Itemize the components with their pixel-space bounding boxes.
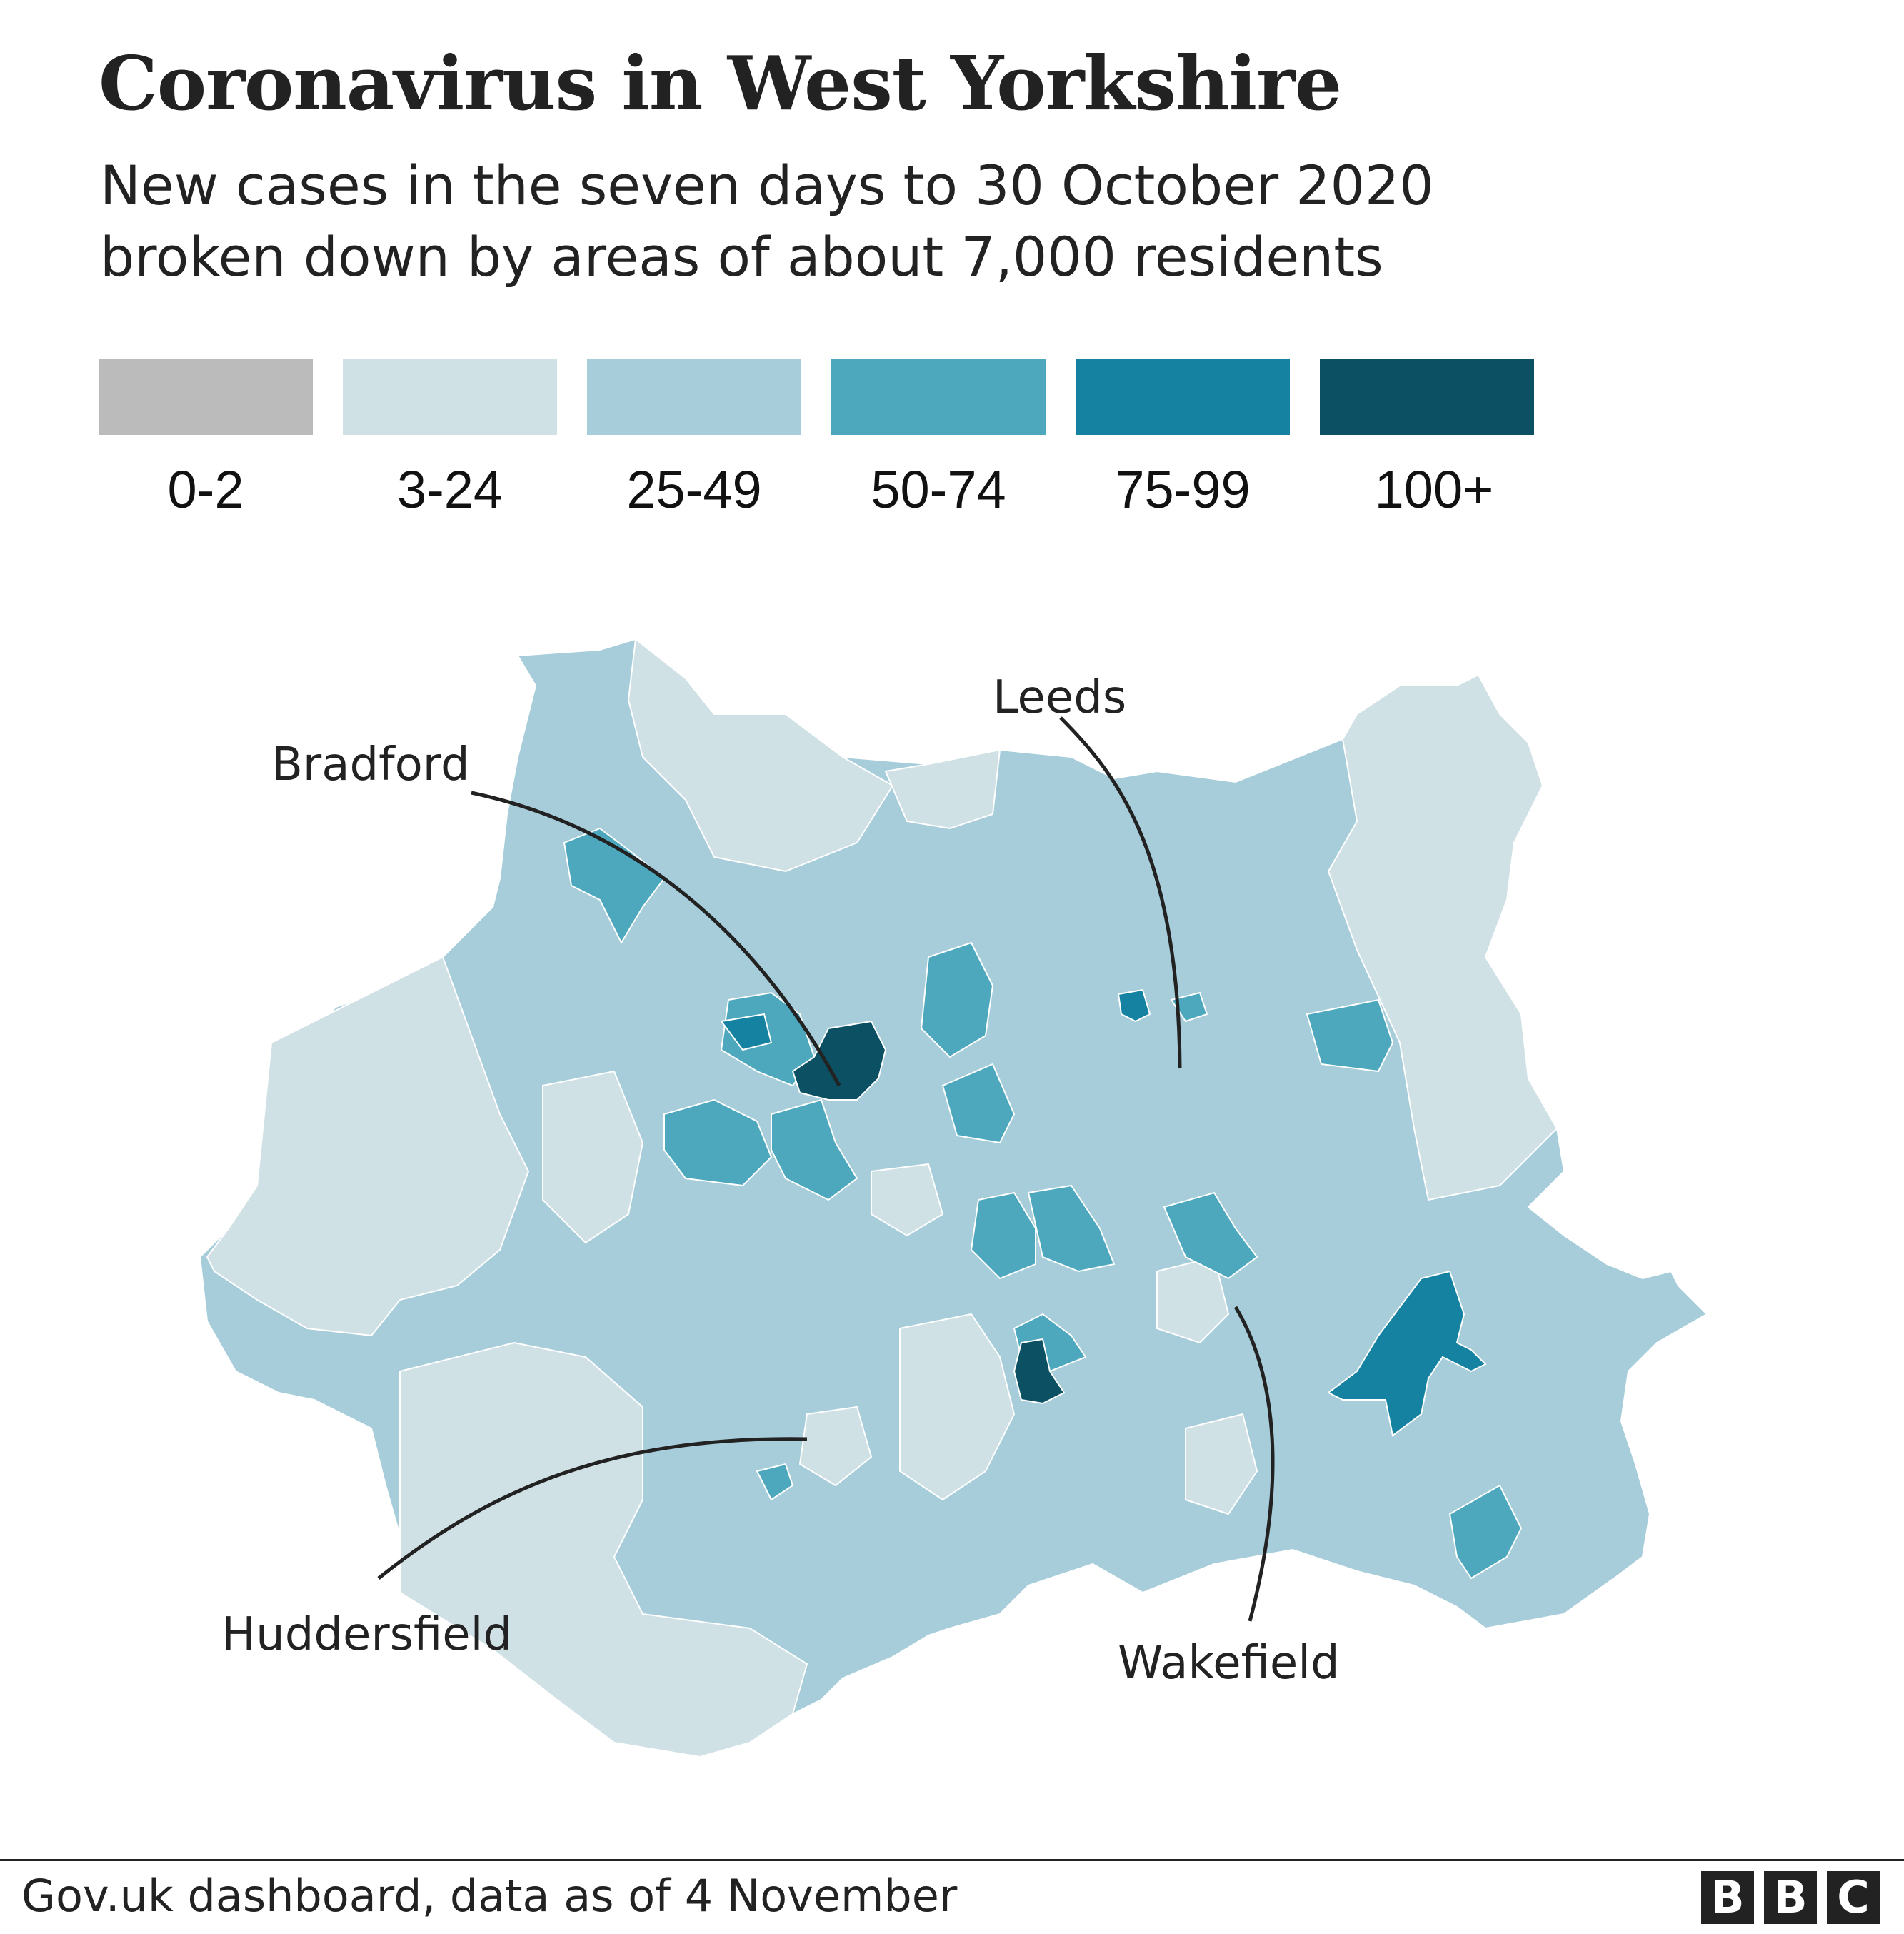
map-region: [399, 1341, 808, 1758]
legend-item-25-49: 25-49: [587, 359, 801, 519]
map-region: [563, 827, 666, 945]
map-region: [1306, 998, 1394, 1073]
source-note: Gov.uk dashboard, data as of 4 November: [21, 1870, 958, 1922]
map-region: [663, 1098, 773, 1187]
map-region: [1170, 991, 1208, 1023]
leeds-label: Leeds: [993, 671, 1126, 724]
choropleth-map: Bradford Leeds Huddersfield Wakefield: [199, 638, 1708, 1758]
map-region: [1117, 988, 1151, 1023]
map-region: [627, 638, 894, 873]
legend-item-100-plus: 100+: [1320, 359, 1534, 519]
legend-swatch: [1320, 359, 1534, 435]
map-region: [941, 1063, 1016, 1144]
legend-swatch: [99, 359, 313, 435]
huddersfield-label: Huddersfield: [221, 1608, 512, 1661]
page-title: Coronavirus in West Yorkshire: [99, 39, 1342, 127]
map-region: [771, 1098, 858, 1201]
legend-swatch: [587, 359, 801, 435]
map-region: [798, 1406, 873, 1487]
map-region: [1013, 1338, 1066, 1405]
logo-letter: B: [1701, 1871, 1754, 1924]
map-region: [1327, 673, 1558, 1201]
subtitle-line-1: New cases in the seven days to 30 Octobe…: [100, 154, 1434, 217]
legend-label: 75-99: [1115, 460, 1251, 519]
legend-label: 3-24: [396, 460, 503, 519]
legend-swatch: [343, 359, 557, 435]
map-region: [884, 748, 1001, 830]
leeds-leader-line: [1059, 716, 1182, 1068]
legend-item-3-24: 3-24: [343, 359, 557, 519]
bbc-logo: B B C: [1701, 1871, 1880, 1924]
map-region: [1185, 1413, 1258, 1515]
map-region: [871, 1163, 944, 1237]
logo-letter: C: [1827, 1871, 1880, 1924]
map-region: [791, 1020, 887, 1101]
wakefield-label: Wakefield: [1118, 1637, 1340, 1690]
legend-label: 50-74: [871, 460, 1006, 519]
map-region: [1448, 1484, 1523, 1580]
map-region: [756, 1463, 794, 1501]
map-region: [920, 941, 994, 1058]
wakefield-leader-line: [1233, 1306, 1275, 1622]
legend-item-0-2: 0-2: [99, 359, 313, 519]
legend-label: 25-49: [626, 460, 762, 519]
legend-swatch: [831, 359, 1046, 435]
footer-divider: [0, 1859, 1904, 1861]
legend-label: 100+: [1374, 460, 1494, 519]
legend-item-75-99: 75-99: [1076, 359, 1290, 519]
legend-item-50-74: 50-74: [831, 359, 1046, 519]
huddersfield-leader-line: [377, 1437, 808, 1580]
map-region: [970, 1191, 1036, 1280]
legend-label: 0-2: [167, 460, 244, 519]
map-region: [542, 1070, 644, 1244]
bradford-leader-line: [471, 791, 841, 1087]
map-region: [720, 1013, 773, 1051]
bradford-label: Bradford: [271, 738, 470, 791]
map-region: [1027, 1184, 1116, 1273]
legend-swatch: [1076, 359, 1290, 435]
page-subtitle: New cases in the seven days to 30 Octobe…: [100, 150, 1434, 293]
color-legend: 0-2 3-24 25-49 50-74 75-99 100+: [99, 359, 1534, 519]
map-region: [206, 956, 530, 1337]
map-region: [899, 1313, 1016, 1501]
map-region: [1327, 1270, 1487, 1437]
map-region: [1163, 1191, 1258, 1280]
subtitle-line-2: broken down by areas of about 7,000 resi…: [100, 225, 1383, 289]
logo-letter: B: [1764, 1871, 1817, 1924]
